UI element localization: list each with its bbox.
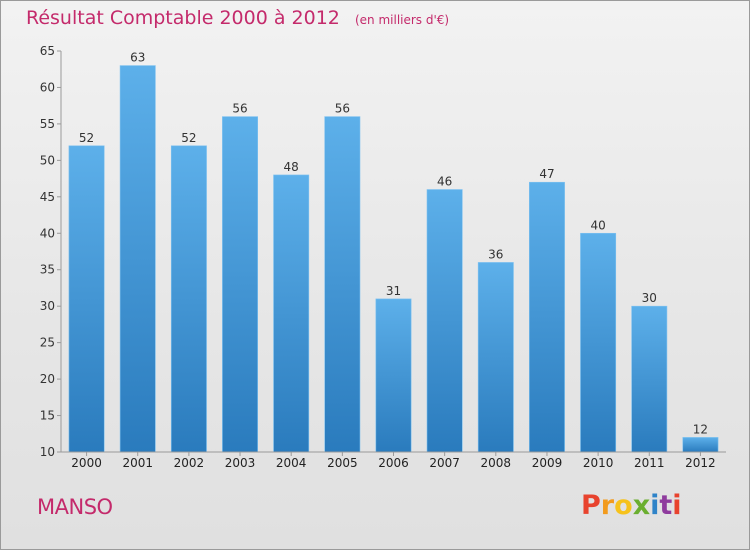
data-label-2007: 46 bbox=[437, 175, 452, 189]
logo-letter: i bbox=[672, 490, 682, 521]
y-tick-label: 60 bbox=[40, 80, 55, 94]
y-axis: 10 15 20 25 30 35 40 45 50 55 60 65 bbox=[40, 44, 62, 459]
x-tick-label-2009: 2009 bbox=[532, 456, 563, 470]
data-label-2008: 36 bbox=[488, 247, 503, 261]
data-label-2001: 63 bbox=[130, 51, 145, 65]
data-label-2006: 31 bbox=[386, 284, 401, 298]
bar-2003[interactable] bbox=[222, 116, 258, 453]
x-tick-label-2006: 2006 bbox=[378, 456, 409, 470]
y-tick-label: 15 bbox=[40, 409, 55, 423]
x-tick-label-2007: 2007 bbox=[429, 456, 460, 470]
logo-letter: x bbox=[632, 490, 651, 521]
data-label-2009: 47 bbox=[539, 167, 554, 181]
y-tick-label: 20 bbox=[40, 372, 55, 386]
bar-2012[interactable] bbox=[682, 437, 719, 453]
x-tick-label-2004: 2004 bbox=[276, 456, 307, 470]
x-tick-label-2002: 2002 bbox=[174, 456, 205, 470]
logo-letter: P bbox=[581, 490, 601, 521]
data-label-2000: 52 bbox=[79, 131, 94, 145]
x-tick-label-2001: 2001 bbox=[122, 456, 153, 470]
logo-letter: i bbox=[650, 490, 660, 521]
bar-2001[interactable] bbox=[119, 65, 156, 453]
y-tick-label: 10 bbox=[40, 445, 55, 459]
bar-2004[interactable] bbox=[273, 174, 310, 453]
x-tick-label-2012: 2012 bbox=[685, 456, 716, 470]
x-tick-label-2010: 2010 bbox=[583, 456, 614, 470]
bar-2011[interactable] bbox=[631, 305, 668, 453]
data-label-2004: 48 bbox=[284, 160, 299, 174]
bar-2010[interactable] bbox=[580, 232, 617, 453]
logo-letter: t bbox=[659, 490, 673, 521]
data-label-2002: 52 bbox=[181, 131, 196, 145]
chart-subtitle: (en milliers d'€) bbox=[354, 13, 450, 27]
y-tick-label: 30 bbox=[40, 299, 55, 313]
chart-title-row: Résultat Comptable 2000 à 2012 (en milli… bbox=[26, 7, 449, 29]
x-axis: 2000 2001 2002 2003 2004 2005 2006 2007 2008 2009… bbox=[61, 451, 726, 470]
commune-name: MANSO bbox=[37, 495, 113, 519]
x-tick-label-2011: 2011 bbox=[634, 456, 665, 470]
logo-letter: r bbox=[600, 490, 615, 521]
y-tick-label: 25 bbox=[40, 336, 55, 350]
logo-letter: o bbox=[614, 490, 633, 521]
y-tick-label: 40 bbox=[40, 226, 55, 240]
bar-2007[interactable] bbox=[426, 189, 463, 453]
data-label-2010: 40 bbox=[590, 218, 605, 232]
bar-2005[interactable] bbox=[324, 116, 361, 453]
data-label-2005: 56 bbox=[335, 102, 350, 116]
bar-2002[interactable] bbox=[170, 145, 207, 453]
x-tick-label-2005: 2005 bbox=[327, 456, 358, 470]
bar-2009[interactable] bbox=[529, 181, 565, 453]
y-tick-label: 55 bbox=[40, 117, 55, 131]
data-label-2003: 56 bbox=[232, 102, 247, 116]
y-tick-label: 45 bbox=[40, 190, 55, 204]
bar-2000[interactable] bbox=[68, 145, 105, 453]
y-tick-label: 50 bbox=[40, 153, 55, 167]
y-tick-label: 35 bbox=[40, 263, 55, 277]
bar-2008[interactable] bbox=[477, 262, 514, 453]
bar-2006[interactable] bbox=[375, 298, 412, 453]
chart-title: Résultat Comptable 2000 à 2012 bbox=[26, 7, 340, 29]
data-label-2011: 30 bbox=[642, 291, 657, 305]
data-label-2012: 12 bbox=[693, 422, 708, 436]
x-tick-label-2008: 2008 bbox=[481, 456, 512, 470]
y-tick-label: 65 bbox=[40, 44, 55, 58]
proxiti-logo[interactable]: Proxiti bbox=[581, 490, 682, 521]
bars-group: 52 63 52 56 48 56 31 46 36 47 40 30 12 bbox=[68, 51, 719, 453]
x-tick-label-2000: 2000 bbox=[71, 456, 102, 470]
x-tick-label-2003: 2003 bbox=[225, 456, 256, 470]
